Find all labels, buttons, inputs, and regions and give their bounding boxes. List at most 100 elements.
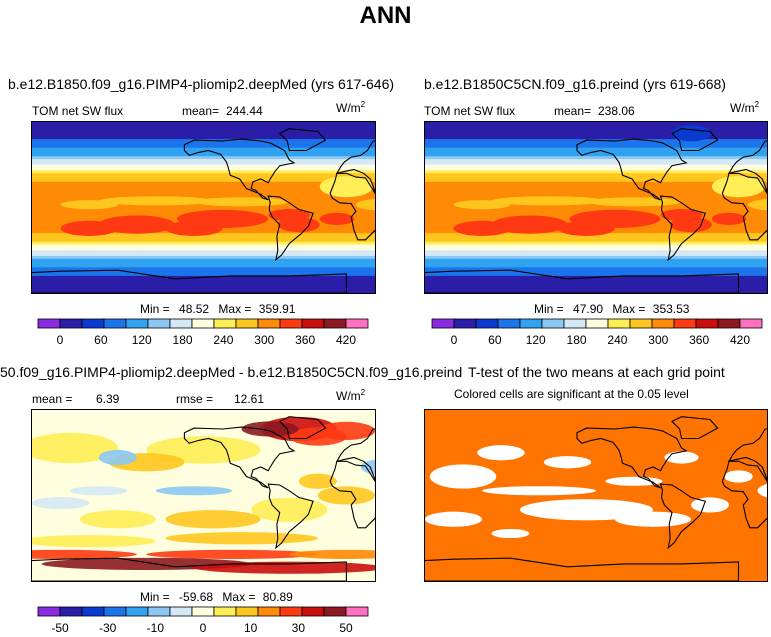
colorbar-box	[147, 606, 171, 617]
flux-band	[425, 190, 767, 194]
colorbar-box	[169, 606, 193, 617]
colorbar-box	[629, 318, 653, 329]
colorbar-tick-label: -50	[51, 621, 69, 634]
panel2-title: b.e12.B1850C5CN.f09_g16.preind (yrs 619-…	[424, 76, 726, 92]
flux-band	[425, 264, 767, 268]
colorbar-tick-label: 0	[451, 333, 458, 346]
coastline	[671, 416, 719, 440]
flux-band	[425, 258, 767, 263]
flux-band	[425, 122, 767, 126]
colorbar-box	[279, 606, 303, 617]
flux-band	[32, 124, 375, 129]
flux-band	[425, 133, 767, 137]
diff-anomaly	[194, 561, 375, 574]
colorbar-box	[301, 606, 325, 617]
colorbar-box	[673, 318, 697, 329]
colorbar-tick-label: 30	[292, 621, 306, 634]
flux-band	[425, 179, 767, 183]
colorbar-box	[519, 318, 543, 329]
colorbar-box	[235, 318, 259, 329]
colorbar-box	[147, 318, 171, 329]
panel1-colorbar: 0 60 120 180 240 300 360 420	[37, 318, 369, 346]
diff-anomaly	[289, 549, 375, 559]
colorbar-box	[345, 606, 369, 617]
colorbar-box	[301, 318, 325, 329]
colorbar-box	[103, 318, 127, 329]
flux-band	[32, 204, 375, 209]
panel1-map-svg	[32, 122, 375, 293]
panel3-max-label: Max =	[222, 590, 256, 604]
colorbar-tick-label: 360	[689, 333, 709, 346]
diff-anomaly	[70, 486, 128, 496]
flux-band	[32, 190, 375, 194]
flux-band	[32, 207, 375, 211]
panel2-map-svg	[425, 122, 767, 293]
flux-band	[425, 181, 767, 186]
coastline	[671, 128, 719, 152]
itcz-band	[60, 200, 118, 210]
colorbar-box	[169, 318, 193, 329]
flux-band	[32, 127, 375, 132]
colorbar-box	[279, 318, 303, 329]
panel2-variable-label: TOM net SW flux	[424, 104, 516, 118]
insignificant-area	[520, 499, 653, 521]
colorbar-box	[235, 606, 259, 617]
flux-band	[32, 278, 375, 283]
colorbar-box	[541, 318, 565, 329]
itcz-band	[453, 200, 511, 210]
diff-anomaly	[79, 510, 156, 529]
flux-band	[425, 144, 767, 149]
diff-anomaly	[241, 421, 299, 437]
itcz-band	[355, 198, 375, 211]
flux-band	[32, 267, 375, 271]
flux-band	[32, 241, 375, 246]
flux-band	[425, 270, 767, 274]
colorbar-box	[213, 318, 237, 329]
coastline	[267, 195, 314, 262]
colorbar-box	[431, 318, 455, 329]
flux-band	[32, 238, 375, 243]
colorbar-box	[257, 606, 281, 617]
coastline	[183, 426, 296, 489]
flux-band	[32, 161, 375, 166]
diff-anomaly	[165, 510, 261, 529]
panel3-colorbar: -50 -30 -10 0 10 30 50	[37, 606, 369, 634]
diff-anomaly	[165, 532, 318, 545]
insignificant-area	[543, 456, 592, 469]
panel3-map	[31, 409, 376, 582]
flux-band	[425, 290, 767, 293]
coastline	[335, 140, 375, 193]
flux-band	[425, 167, 767, 172]
land-region	[711, 175, 766, 198]
panel1-max-value: 359.91	[258, 302, 296, 316]
coastline	[576, 426, 688, 489]
insignificant-area	[691, 497, 729, 513]
flux-band	[425, 130, 767, 134]
diff-anomaly	[317, 421, 375, 441]
colorbar-box	[81, 318, 105, 329]
panel4-map-svg	[425, 410, 767, 581]
coastline	[329, 460, 375, 529]
colorbar-box	[213, 606, 237, 617]
colorbar-tick-label: 300	[648, 333, 668, 346]
diff-anomaly	[32, 432, 118, 464]
coastline	[267, 483, 314, 550]
flux-band	[32, 247, 375, 251]
flux-band	[32, 281, 375, 286]
insignificant-area	[724, 470, 753, 483]
colorbar-box	[739, 318, 763, 329]
diff-anomaly	[317, 486, 375, 505]
flux-band	[425, 176, 767, 180]
panel3-mean-value: 6.39	[96, 392, 120, 406]
panel3-rmse-label: rmse =	[176, 392, 214, 406]
colorbar-tick-label: 60	[94, 333, 108, 346]
flux-band	[425, 147, 767, 152]
diff-anomaly	[251, 497, 328, 522]
flux-band	[32, 273, 375, 277]
panel1-variable-label: TOM net SW flux	[32, 104, 124, 118]
colorbar-tick-label: 420	[336, 333, 356, 346]
flux-band	[425, 136, 767, 140]
coastline	[721, 460, 767, 529]
colorbar-tick-label: -10	[147, 621, 165, 634]
flux-band	[32, 290, 375, 293]
